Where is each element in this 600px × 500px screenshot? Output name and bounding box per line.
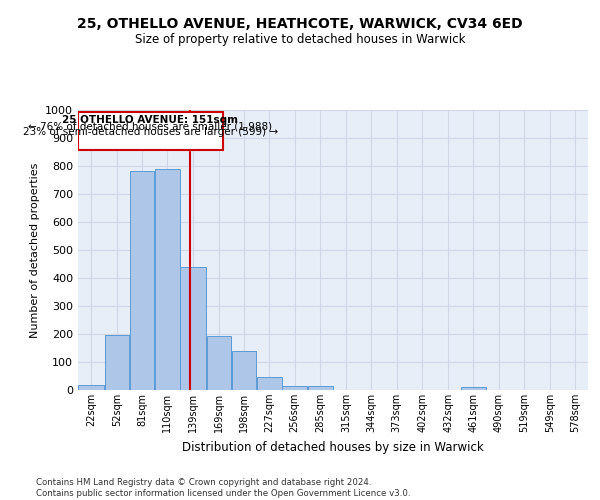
X-axis label: Distribution of detached houses by size in Warwick: Distribution of detached houses by size …	[182, 440, 484, 454]
Text: Size of property relative to detached houses in Warwick: Size of property relative to detached ho…	[135, 32, 465, 46]
Bar	[206, 336, 231, 390]
Bar	[130, 171, 154, 390]
Bar	[257, 377, 281, 390]
Text: ← 76% of detached houses are smaller (1,988): ← 76% of detached houses are smaller (1,…	[28, 121, 272, 131]
Bar	[181, 268, 206, 390]
Text: 25, OTHELLO AVENUE, HEATHCOTE, WARWICK, CV34 6ED: 25, OTHELLO AVENUE, HEATHCOTE, WARWICK, …	[77, 18, 523, 32]
Bar	[232, 350, 256, 390]
Text: Contains HM Land Registry data © Crown copyright and database right 2024.
Contai: Contains HM Land Registry data © Crown c…	[36, 478, 410, 498]
Y-axis label: Number of detached properties: Number of detached properties	[29, 162, 40, 338]
Text: 23% of semi-detached houses are larger (599) →: 23% of semi-detached houses are larger (…	[23, 128, 278, 138]
FancyBboxPatch shape	[78, 112, 223, 150]
Bar	[461, 387, 485, 390]
Bar	[104, 335, 129, 390]
Text: 25 OTHELLO AVENUE: 151sqm: 25 OTHELLO AVENUE: 151sqm	[62, 115, 238, 125]
Bar	[283, 386, 307, 390]
Bar	[155, 170, 179, 390]
Bar	[308, 386, 333, 390]
Bar	[79, 385, 104, 390]
